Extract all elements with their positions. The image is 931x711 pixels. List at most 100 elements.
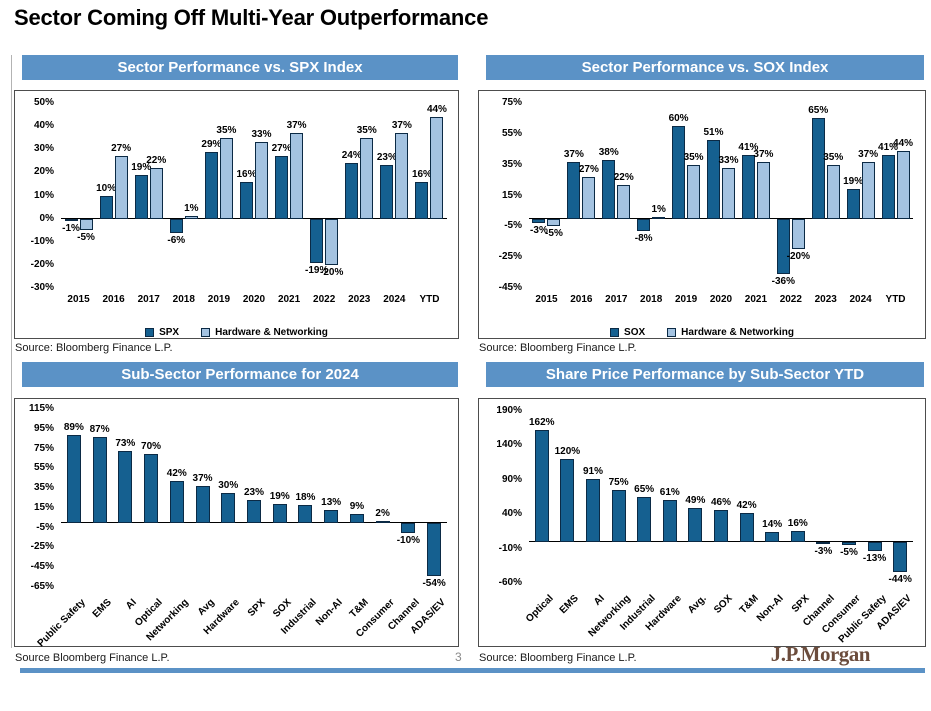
legend-label: Hardware & Networking (681, 327, 794, 338)
value-label: 24% (341, 150, 362, 162)
bar-sub-sector-performance-2024-ai (118, 450, 133, 523)
x-category-label: 2022 (779, 294, 802, 305)
value-label: -3% (814, 545, 833, 557)
legend: SOX Hardware & Networking (479, 327, 925, 338)
bar-share-price-performance-ytd-avg- (688, 508, 703, 542)
x-category-label: 2024 (383, 294, 406, 305)
y-tick-label: -10% (30, 235, 54, 247)
bar-hardware-networking-2015 (547, 218, 561, 227)
bar-share-price-performance-ytd-optical (534, 430, 549, 542)
value-label: 41% (878, 142, 899, 154)
value-label: -19% (304, 264, 329, 276)
bar-sub-sector-performance-2024-spx (247, 499, 261, 523)
x-category-label: 2024 (849, 294, 872, 305)
bar-share-price-performance-ytd-networking (611, 490, 626, 542)
bar-sub-sector-performance-2024-t-m (349, 513, 364, 523)
bar-spx-2015 (64, 218, 78, 221)
bar-share-price-performance-ytd-industrial (637, 497, 652, 542)
value-label: 19% (131, 161, 152, 173)
bar-hardware-networking-2023 (826, 164, 840, 219)
value-label: -54% (422, 578, 446, 590)
value-label: 37% (753, 148, 774, 160)
legend-label: Hardware & Networking (215, 327, 328, 338)
bar-share-price-performance-ytd-non-ai (765, 532, 780, 542)
y-tick-label: 115% (28, 403, 54, 414)
value-label: 60% (668, 113, 689, 125)
bar-sox-2020 (707, 140, 720, 219)
value-label: -5% (840, 547, 858, 559)
value-label: -44% (888, 573, 912, 585)
bar-sub-sector-performance-2024-public-safety (66, 434, 81, 523)
value-label: 70% (141, 440, 162, 452)
bar-spx-2017 (134, 174, 148, 219)
legend-swatch-light (667, 328, 677, 337)
x-axis-line (61, 217, 447, 220)
value-label: 16% (787, 517, 808, 529)
value-label: 37% (286, 120, 307, 132)
bar-spx-2019 (204, 151, 218, 219)
y-tick-label: 30% (33, 143, 54, 155)
chart-header-spx: Sector Performance vs. SPX Index (22, 55, 458, 80)
value-label: -20% (319, 266, 344, 278)
bar-sox-2023 (811, 118, 825, 219)
y-tick-label: -10% (498, 542, 522, 554)
y-tick-label: 10% (33, 189, 54, 201)
value-label: 44% (426, 103, 447, 115)
x-category-label: 2018 (172, 294, 195, 305)
x-category-label: 2017 (605, 294, 628, 305)
value-label: 22% (146, 154, 167, 166)
value-label: 38% (598, 147, 619, 159)
value-label: 2% (375, 507, 390, 519)
value-label: 18% (295, 491, 316, 503)
value-label: 1% (651, 204, 666, 216)
value-label: 37% (858, 148, 879, 160)
y-tick-label: 20% (33, 166, 54, 178)
value-label: 87% (89, 423, 110, 435)
x-category-label: 2021 (277, 294, 301, 305)
y-tick-label: 75% (33, 442, 54, 454)
footer-accent-band (20, 668, 925, 673)
bar-hardware-networking-2018 (184, 216, 198, 219)
chart-subsector-ytd: 190% 140% 90% 40% -10% -60% 162% 120% 91% 75% 65% 6… (478, 398, 926, 647)
bar-share-price-performance-ytd-consumer (842, 541, 856, 546)
y-tick-label: -65% (30, 581, 54, 592)
bar-hardware-networking-2020 (722, 167, 735, 219)
value-label: -3% (530, 225, 548, 237)
bar-hardware-networking-ytd (430, 116, 444, 219)
value-label: 51% (703, 127, 724, 138)
bar-share-price-performance-ytd-ems (560, 459, 575, 542)
value-label: 65% (808, 105, 829, 117)
value-label: -8% (634, 232, 653, 244)
y-tick-label: -60% (498, 577, 522, 588)
bar-spx-2018 (169, 218, 183, 233)
legend-item: Hardware & Networking (201, 327, 328, 338)
x-category-label: 2023 (814, 294, 837, 305)
y-tick-label: -30% (30, 282, 54, 293)
bar-hardware-networking-2021 (756, 161, 770, 219)
y-tick-label: 95% (33, 422, 54, 434)
bar-sox-2018 (637, 218, 651, 231)
value-label: 19% (269, 490, 290, 502)
value-label: 16% (236, 168, 257, 180)
y-tick-label: 0% (39, 212, 54, 224)
bar-hardware-networking-2017 (617, 184, 631, 219)
x-category-label: YTD (885, 294, 906, 305)
x-category-label: 2020 (709, 294, 733, 305)
value-label: 27% (578, 164, 599, 175)
value-label: 73% (115, 437, 136, 449)
x-category-label: 2022 (313, 294, 336, 305)
bar-share-price-performance-ytd-public-safety (867, 541, 882, 551)
value-label: 49% (685, 495, 706, 506)
bar-spx-2021 (275, 156, 289, 219)
bar-spx-ytd (415, 181, 429, 219)
page-number: 3 (455, 650, 462, 664)
bar-hardware-networking-2016 (114, 156, 128, 219)
x-category-label: YTD (419, 294, 440, 305)
x-category-label: 2021 (744, 294, 768, 305)
legend-item: SOX (610, 327, 645, 338)
chart-spx-vs-sector: 50% 40% 30% 20% 10% 0% -10% -20% -30% -1% 10% 19% -6… (14, 90, 459, 339)
x-category-label: 2016 (570, 294, 593, 305)
bar-sox-2016 (567, 161, 581, 219)
value-label: -10% (396, 534, 421, 546)
bar-hardware-networking-2020 (255, 142, 268, 219)
